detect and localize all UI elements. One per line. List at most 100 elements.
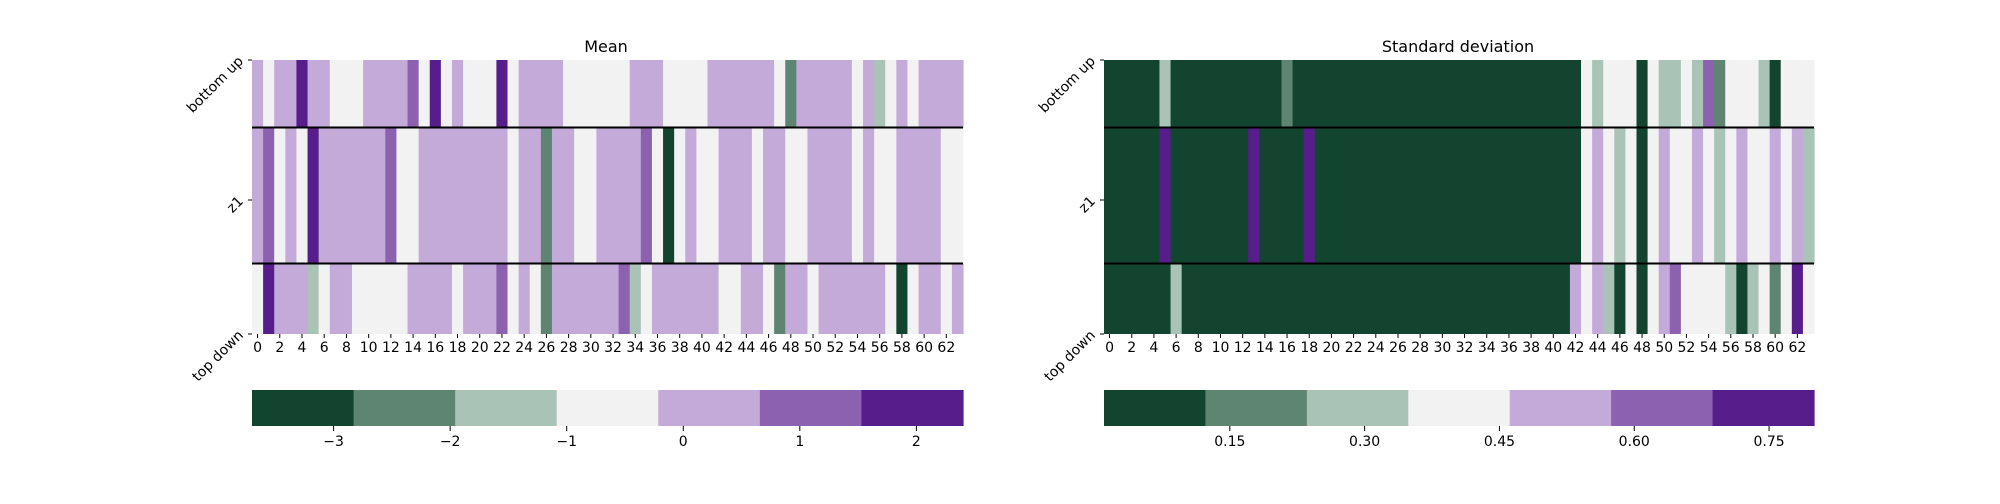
mean-colorbar-bin: [556, 390, 659, 426]
std-cell: [1614, 60, 1626, 128]
std-cell: [1747, 264, 1760, 334]
mean-colorbar-bin: [861, 390, 964, 426]
std-cell: [1281, 60, 1294, 128]
std-cell: [1758, 128, 1771, 264]
mean-cell: [496, 60, 509, 128]
std-row-label: bottom up: [1036, 53, 1099, 116]
mean-cell: [307, 128, 320, 264]
mean-cell: [307, 60, 320, 128]
std-cell: [1226, 264, 1238, 334]
mean-cell: [507, 264, 520, 334]
mean-cell: [463, 128, 475, 264]
std-cell: [1159, 264, 1172, 334]
mean-cell: [529, 60, 542, 128]
mean-cell: [396, 60, 409, 128]
std-cell: [1769, 128, 1782, 264]
std-cell: [1403, 264, 1416, 334]
std-cell: [1536, 128, 1549, 264]
mean-cell: [663, 128, 675, 264]
mean-cell: [929, 128, 942, 264]
std-cell: [1104, 60, 1116, 128]
std-cell: [1270, 60, 1283, 128]
std-x-ticks: 0 2 4 6 8 10 12 14 16 18 20 22 24 26 28 30 32 34 36 38 40 42 4…: [1105, 334, 1806, 356]
std-cell: [1104, 128, 1116, 264]
std-x-tick-label: 52: [1678, 340, 1696, 356]
std-title: Standard deviation: [1382, 37, 1534, 56]
mean-cell: [951, 264, 964, 334]
std-cell: [1636, 60, 1649, 128]
mean-colorbar-bin: [455, 390, 558, 426]
mean-cell: [896, 60, 909, 128]
std-x-tick-label: 32: [1456, 340, 1474, 356]
std-cell: [1214, 60, 1227, 128]
mean-colorbar-bin: [658, 390, 761, 426]
mean-cell: [896, 128, 909, 264]
mean-cell: [340, 264, 353, 334]
mean-cell: [640, 60, 653, 128]
mean-cell: [418, 128, 431, 264]
std-cell: [1192, 60, 1205, 128]
mean-cell: [918, 264, 931, 334]
std-x-tick-label: 0: [1105, 340, 1114, 356]
std-cell: [1802, 128, 1815, 264]
std-cell: [1414, 264, 1427, 334]
mean-cell: [563, 128, 575, 264]
mean-x-tick-label: 40: [693, 340, 711, 356]
std-cell: [1137, 60, 1149, 128]
mean-cell: [640, 264, 653, 334]
std-cell: [1647, 60, 1660, 128]
std-cell: [1214, 128, 1227, 264]
std-x-tick-label: 30: [1433, 340, 1451, 356]
std-cell: [1791, 264, 1804, 334]
mean-cell: [829, 264, 842, 334]
mean-x-tick-label: 58: [893, 340, 911, 356]
mean-cell: [451, 128, 464, 264]
std-colorbar-bin: [1509, 390, 1612, 426]
mean-x-tick-label: 4: [298, 340, 307, 356]
std-cell: [1181, 128, 1194, 264]
std-cell: [1459, 264, 1471, 334]
std-cell: [1558, 264, 1571, 334]
mean-x-tick-label: 36: [649, 340, 667, 356]
std-cell: [1314, 128, 1327, 264]
mean-cell: [496, 264, 509, 334]
std-cell: [1514, 60, 1527, 128]
mean-cell: [340, 60, 353, 128]
std-cell: [1514, 264, 1527, 334]
std-cell: [1359, 60, 1371, 128]
mean-cell: [263, 264, 275, 334]
std-cell: [1248, 128, 1260, 264]
mean-x-tick-label: 46: [760, 340, 778, 356]
mean-cell: [551, 60, 564, 128]
std-cell: [1203, 264, 1216, 334]
mean-cell: [440, 264, 453, 334]
std-cell: [1270, 264, 1283, 334]
std-cell: [1691, 128, 1704, 264]
std-cell: [1181, 60, 1194, 128]
mean-cell: [907, 264, 920, 334]
std-cell: [1248, 264, 1260, 334]
mean-cell: [496, 128, 509, 264]
mean-x-tick-label: 22: [493, 340, 511, 356]
mean-cell: [929, 264, 942, 334]
mean-cell: [729, 264, 742, 334]
std-cell: [1226, 128, 1238, 264]
std-cell: [1336, 60, 1349, 128]
mean-cell: [429, 128, 442, 264]
std-cell: [1470, 128, 1482, 264]
mean-cell: [874, 128, 886, 264]
mean-cell: [796, 60, 809, 128]
mean-cell: [329, 264, 342, 334]
mean-title: Mean: [584, 37, 628, 56]
mean-x-tick-label: 18: [449, 340, 467, 356]
mean-cell: [763, 128, 775, 264]
std-cell: [1325, 60, 1338, 128]
std-cell: [1780, 264, 1793, 334]
mean-cell: [863, 128, 875, 264]
std-colorbar-bin: [1408, 390, 1511, 426]
mean-cell: [829, 60, 842, 128]
std-cell: [1703, 60, 1715, 128]
mean-cell: [774, 60, 786, 128]
mean-cell: [929, 60, 942, 128]
